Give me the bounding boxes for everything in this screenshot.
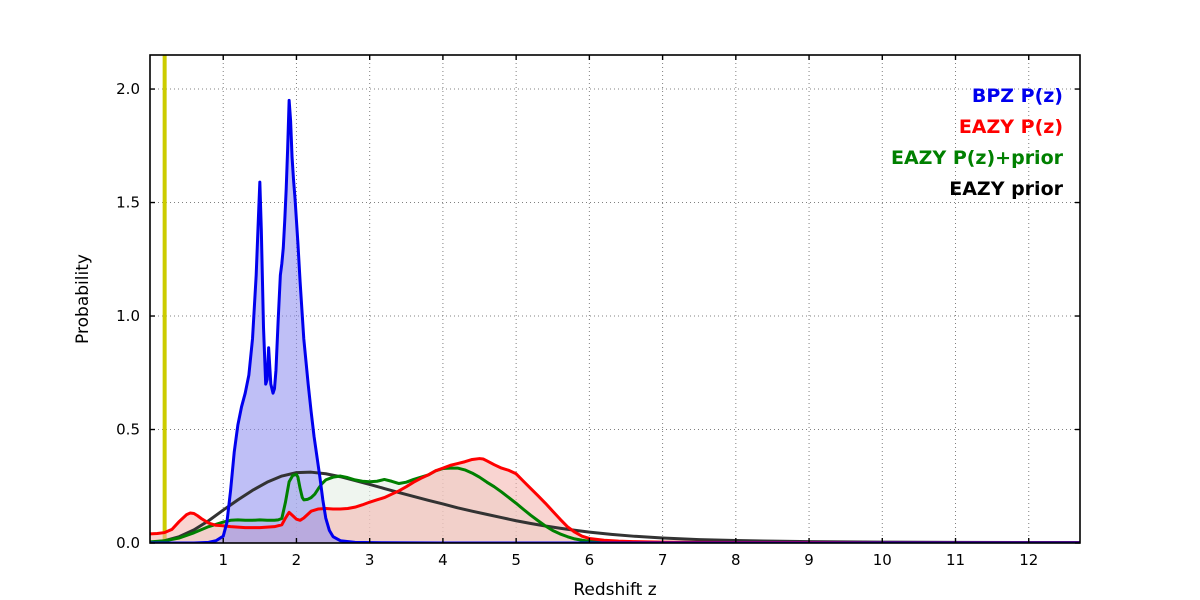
x-tick-label: 10 [873,551,892,569]
axis-ticks: 1 2 3 4 5 6 7 8 9 10 11 120.00.51.01.52.0 [116,55,1080,569]
legend: BPZ P(z) EAZY P(z) EAZY P(z)+prior EAZY pri… [891,85,1064,200]
plot-frame [149,54,1081,544]
y-axis-label: Probability [73,254,93,344]
x-tick-label: 5 [511,551,521,569]
x-tick-label: 4 [438,551,448,569]
legend-entry-2: EAZY P(z) [959,116,1063,138]
series-lines [150,98,1080,543]
y-tick-label: 1.5 [116,194,140,212]
series-fill [150,100,1080,544]
x-tick-label: 11 [946,551,965,569]
series-line [150,466,1080,543]
x-tick-label: 6 [585,551,595,569]
x-tick-label: 7 [658,551,668,569]
series-fill [150,458,1080,543]
x-tick-label: 2 [292,551,302,569]
y-tick-label: 0.5 [116,421,140,439]
x-tick-label: 3 [365,551,375,569]
x-tick-label: 12 [1019,551,1038,569]
series-line [150,98,1080,543]
legend-entry-3: EAZY P(z)+prior [891,147,1064,169]
legend-entry-4: EAZY prior [949,178,1063,200]
y-tick-label: 2.0 [116,80,140,98]
x-axis-label: Redshift z [573,580,656,600]
x-tick-label: 1 [218,551,228,569]
grid-lines [150,55,1080,543]
series-line [150,457,1080,543]
x-tick-label: 8 [731,551,741,569]
y-tick-label: 1.0 [116,307,140,325]
legend-entry-1: BPZ P(z) [972,85,1063,107]
y-tick-label: 0.0 [116,534,140,552]
x-tick-label: 9 [804,551,814,569]
